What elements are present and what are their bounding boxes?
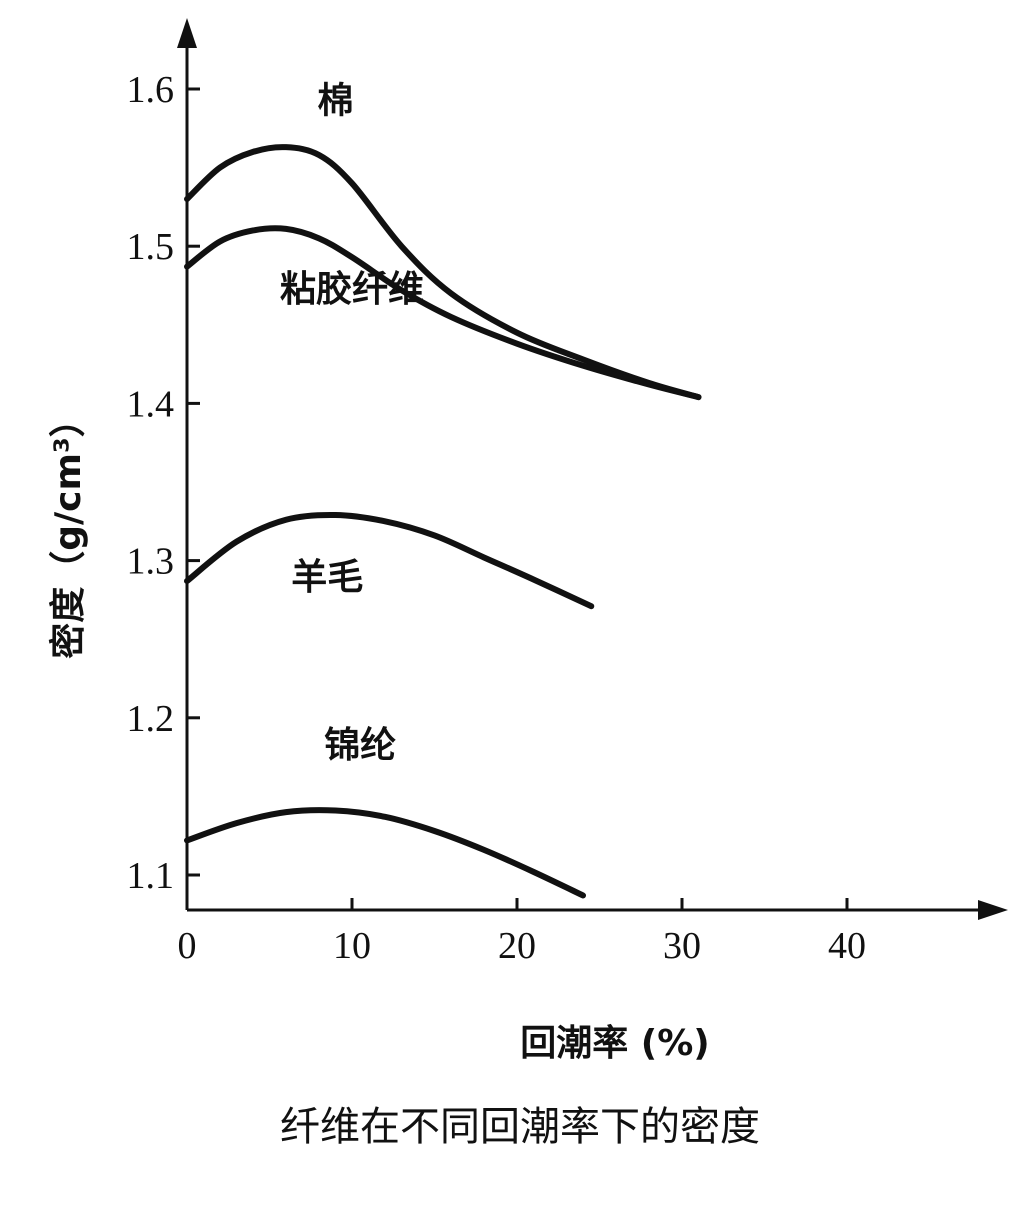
y-tick-label: 1.3 xyxy=(127,541,175,583)
y-axis-title: 密度（g/cm³） xyxy=(47,401,89,659)
x-axis-title: 回潮率 (%) xyxy=(520,1023,710,1064)
y-tick-label: 1.5 xyxy=(127,226,175,268)
series-label-wool: 羊毛 xyxy=(291,557,363,598)
x-tick-label: 30 xyxy=(663,925,701,967)
y-tick-label: 1.6 xyxy=(127,69,175,111)
y-axis-arrow xyxy=(177,18,197,48)
x-ticks: 0 10 20 30 40 xyxy=(178,898,866,967)
x-tick-label: 10 xyxy=(333,925,371,967)
series-line-cotton xyxy=(184,144,702,401)
y-ticks: 1.1 1.2 1.3 1.4 1.5 1.6 xyxy=(127,69,200,897)
series-label-cotton: 棉 xyxy=(317,81,353,122)
y-tick-label: 1.2 xyxy=(127,698,175,740)
y-tick-label: 1.1 xyxy=(127,855,175,897)
x-axis-arrow xyxy=(978,900,1008,920)
series-line-viscose xyxy=(184,225,702,401)
series-label-nylon: 锦纶 xyxy=(324,725,396,766)
series-line-wool xyxy=(184,511,595,610)
figure-caption: 纤维在不同回潮率下的密度 xyxy=(280,1104,760,1150)
series-group xyxy=(184,144,702,899)
series-label-viscose: 粘胶纤维 xyxy=(280,269,424,310)
x-tick-label: 20 xyxy=(498,925,536,967)
x-tick-label: 0 xyxy=(178,925,197,967)
y-tick-label: 1.4 xyxy=(127,383,175,425)
series-line-nylon xyxy=(184,807,586,899)
x-tick-label: 40 xyxy=(828,925,866,967)
